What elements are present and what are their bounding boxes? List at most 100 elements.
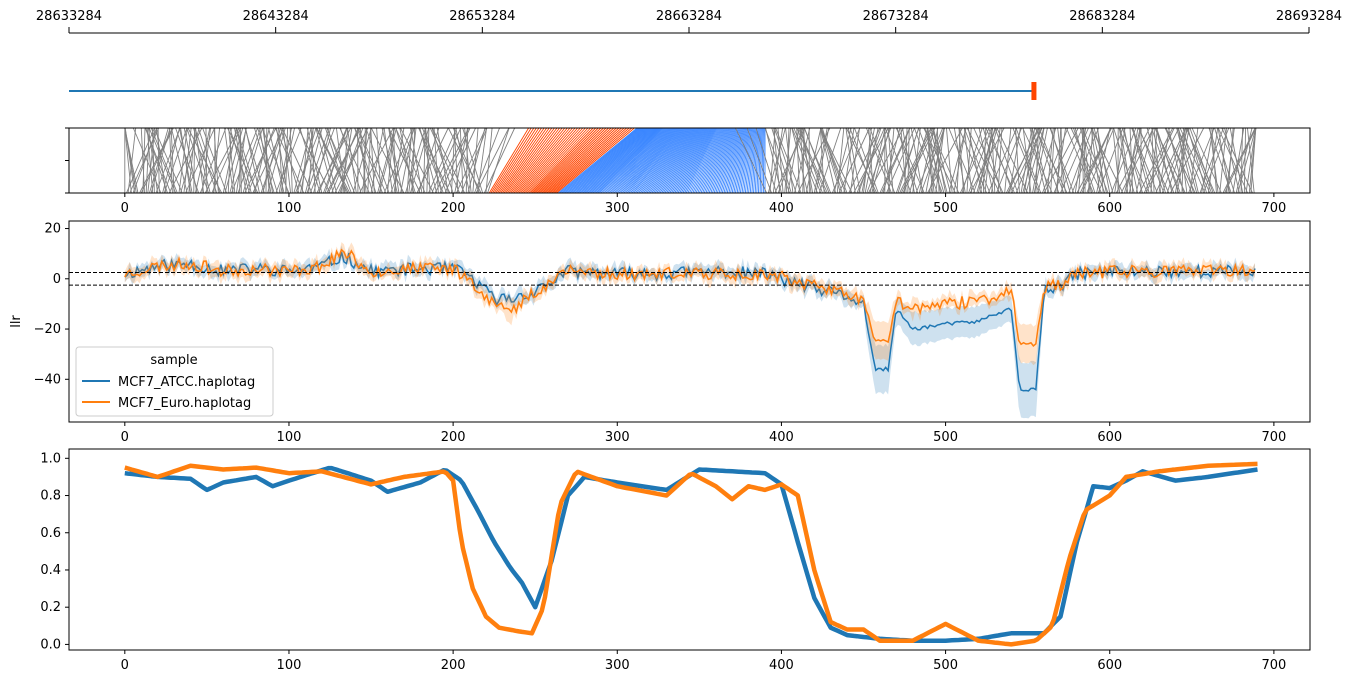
mapping-line <box>356 127 383 194</box>
mapping-line <box>920 127 945 194</box>
mapping-line <box>720 127 739 194</box>
mapping-line <box>536 127 604 194</box>
mapping-line <box>721 127 740 194</box>
mapping-line <box>556 127 635 194</box>
mapping-line <box>1250 127 1257 194</box>
mapping-line <box>539 127 609 194</box>
mapping-line <box>626 127 681 194</box>
mapping-line <box>447 127 482 194</box>
mapping-line <box>213 127 219 194</box>
llr-plot-area <box>69 242 1310 419</box>
x-tick-label: 400 <box>769 201 794 216</box>
y-tick-label: 0.2 <box>40 600 61 615</box>
mapping-line <box>753 127 759 194</box>
mapping-line <box>452 127 480 194</box>
mapping-line <box>472 127 479 194</box>
mapping-line <box>127 127 137 194</box>
mapping-line <box>843 127 855 194</box>
mapping-line <box>549 127 625 194</box>
mapping-line <box>994 127 1019 194</box>
mapping-line <box>820 127 846 194</box>
mapping-line <box>1217 127 1249 194</box>
mapping-line <box>751 127 758 194</box>
mapping-line <box>741 127 752 194</box>
mapping-line <box>772 127 784 194</box>
mapping-line <box>739 127 751 194</box>
mapping-line <box>340 127 362 194</box>
mapping-line <box>685 127 717 194</box>
legend-label-euro: MCF7_Euro.haplotag <box>118 396 251 411</box>
mapping-line <box>577 127 650 194</box>
mapping-line <box>1219 127 1227 194</box>
mapping-line <box>648 127 694 194</box>
mapping-line <box>690 127 720 194</box>
mapping-line <box>657 127 700 194</box>
mapping-line <box>231 127 259 194</box>
mapping-line <box>659 127 701 194</box>
x-tick-label: 100 <box>277 430 302 445</box>
mapping-line <box>227 127 232 194</box>
legend-title: sample <box>150 353 197 368</box>
mapping-line <box>1185 127 1216 194</box>
mapping-line <box>308 127 314 194</box>
methylation-panel: 1.0 0.8 0.6 0.4 0.2 0.0 0 100 200 300 400 500 600 700 <box>40 448 1311 673</box>
mapping-line <box>1177 127 1198 194</box>
mapping-line <box>357 127 387 194</box>
mapping-line <box>918 127 935 194</box>
mapping-line <box>918 127 943 194</box>
mapping-line <box>731 127 746 194</box>
mapping-line <box>610 127 670 194</box>
mapping-line <box>1081 127 1084 194</box>
mapping-line <box>674 127 710 194</box>
mapping-line <box>887 127 894 194</box>
mapping-line <box>618 127 675 194</box>
mapping-line <box>703 127 728 194</box>
mapping-line <box>845 127 856 194</box>
mapping-line <box>638 127 688 194</box>
mapping-line <box>569 127 645 194</box>
mapping-line <box>142 127 146 194</box>
mapping-line <box>205 127 208 194</box>
mapping-line <box>490 127 532 194</box>
mapping-line <box>520 127 578 194</box>
mapping-line <box>381 127 398 194</box>
mapping-line <box>193 127 211 194</box>
mapping-line <box>669 127 707 194</box>
y-tick-label: −20 <box>34 322 61 337</box>
mapping-line <box>170 127 175 194</box>
mapping-line <box>1151 127 1155 194</box>
mapping-line <box>1208 127 1232 194</box>
mapping-line <box>621 127 677 194</box>
mapping-line <box>370 127 375 194</box>
mapping-line <box>1113 127 1135 194</box>
mapping-line <box>1046 127 1054 194</box>
mapping-line <box>487 127 510 194</box>
mapping-line <box>692 127 721 194</box>
mapping-line <box>295 127 321 194</box>
mapping-line <box>483 127 516 194</box>
mapping-line <box>869 127 896 194</box>
mapping-line <box>1235 127 1253 194</box>
mapping-line <box>574 127 648 194</box>
x-tick-label: 600 <box>1097 430 1122 445</box>
mapping-line <box>387 127 395 194</box>
mapping-line <box>707 127 730 194</box>
mapping-line <box>503 127 553 194</box>
x-tick-label: 0 <box>121 430 129 445</box>
mapping-line <box>735 127 768 194</box>
mapping-line <box>664 127 704 194</box>
mapping-line <box>462 127 484 194</box>
mapping-line <box>1031 127 1050 194</box>
mapping-line <box>186 127 209 194</box>
mapping-line <box>1164 127 1196 194</box>
mapping-line <box>557 127 638 194</box>
mapping-line <box>605 127 667 194</box>
mapping-line <box>930 127 960 194</box>
mapping-line <box>595 127 661 194</box>
mapping-line <box>168 127 173 194</box>
mapping-line <box>597 127 662 194</box>
mapping-line <box>643 127 691 194</box>
mapping-line <box>882 127 901 194</box>
mapping-line <box>653 127 697 194</box>
mapping-line <box>587 127 656 194</box>
